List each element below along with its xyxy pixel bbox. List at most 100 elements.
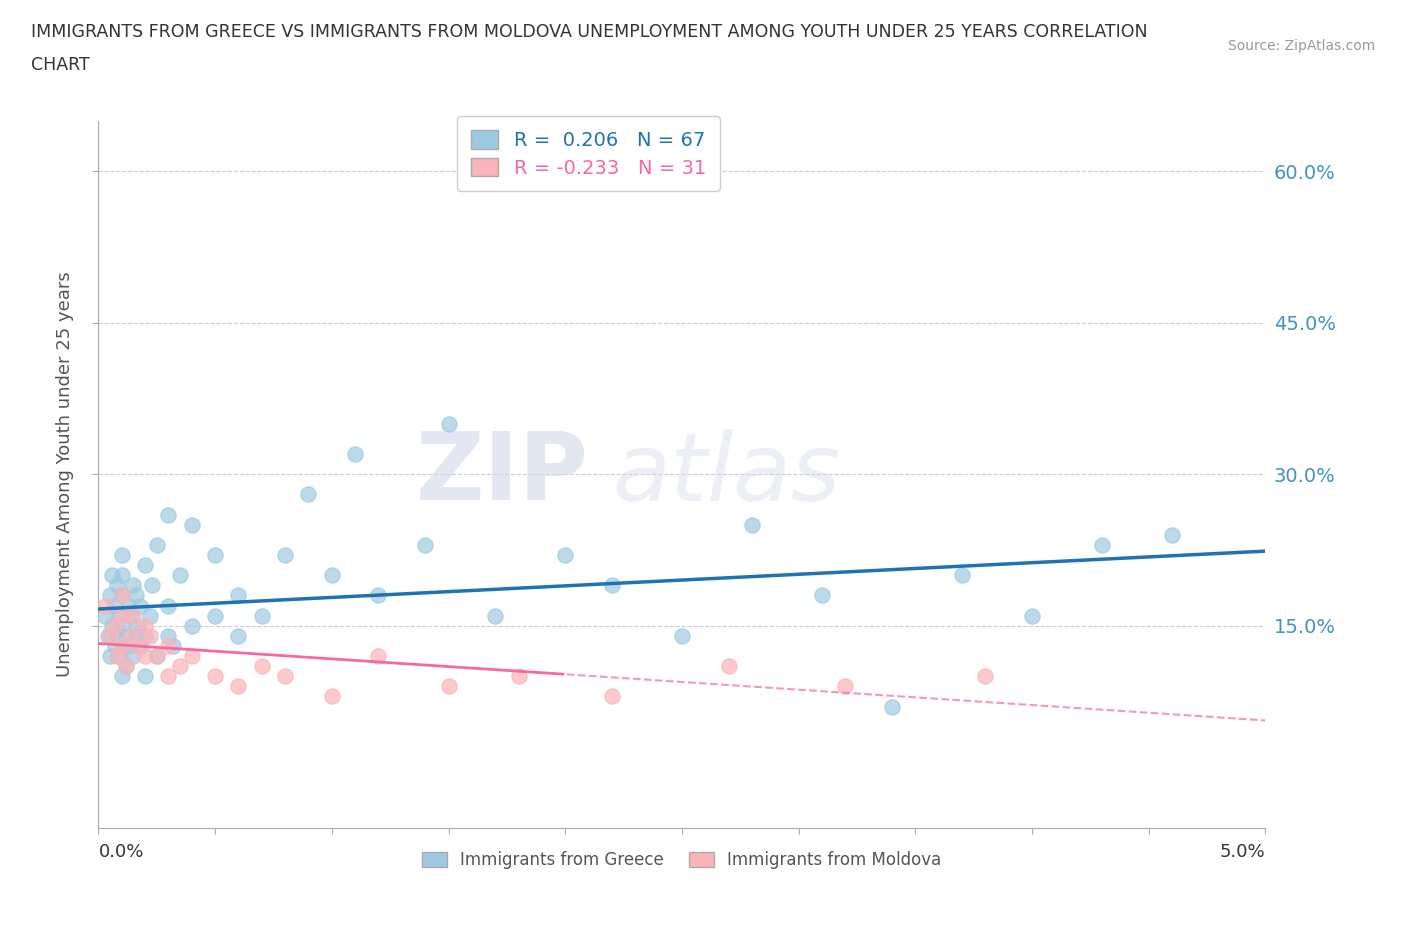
Point: [120, 629, 142, 644]
Point: [508, 669, 530, 684]
Point: [204, 608, 226, 623]
Point: [111, 669, 134, 684]
Point: [111, 588, 134, 603]
Point: [367, 648, 389, 663]
Point: [717, 658, 740, 673]
Point: [146, 648, 169, 663]
Point: [146, 538, 169, 552]
Point: [157, 629, 180, 644]
Point: [141, 578, 163, 592]
Point: [1161, 527, 1184, 542]
Point: [111, 548, 134, 563]
Point: [344, 446, 367, 461]
Point: [321, 689, 343, 704]
Point: [115, 629, 138, 644]
Text: Source: ZipAtlas.com: Source: ZipAtlas.com: [1227, 39, 1375, 53]
Point: [204, 669, 226, 684]
Point: [111, 588, 134, 603]
Point: [134, 669, 156, 684]
Point: [250, 608, 273, 623]
Text: 5.0%: 5.0%: [1220, 843, 1265, 861]
Point: [228, 679, 250, 694]
Point: [98, 629, 121, 644]
Point: [204, 548, 226, 563]
Text: atlas: atlas: [612, 429, 841, 520]
Point: [297, 487, 319, 502]
Point: [274, 669, 297, 684]
Point: [111, 639, 134, 654]
Point: [554, 548, 576, 563]
Point: [671, 629, 693, 644]
Point: [115, 658, 138, 673]
Point: [157, 669, 180, 684]
Point: [127, 618, 149, 633]
Point: [437, 679, 460, 694]
Text: 0.0%: 0.0%: [98, 843, 143, 861]
Text: CHART: CHART: [31, 56, 90, 73]
Point: [98, 588, 121, 603]
Point: [104, 618, 127, 633]
Point: [367, 588, 389, 603]
Point: [101, 618, 124, 633]
Point: [134, 648, 156, 663]
Point: [180, 517, 202, 532]
Point: [974, 669, 997, 684]
Point: [129, 598, 152, 613]
Point: [950, 568, 973, 583]
Point: [437, 417, 460, 432]
Point: [105, 578, 128, 592]
Point: [880, 699, 903, 714]
Point: [115, 658, 138, 673]
Point: [139, 629, 162, 644]
Y-axis label: Unemployment Among Youth under 25 years: Unemployment Among Youth under 25 years: [56, 272, 75, 677]
Point: [97, 629, 120, 644]
Point: [1021, 608, 1043, 623]
Point: [413, 538, 436, 552]
Point: [111, 568, 134, 583]
Point: [129, 639, 152, 654]
Point: [180, 648, 202, 663]
Point: [134, 558, 156, 573]
Point: [105, 629, 128, 644]
Point: [122, 608, 145, 623]
Point: [108, 608, 131, 623]
Point: [741, 517, 763, 532]
Point: [274, 548, 297, 563]
Point: [169, 658, 191, 673]
Point: [104, 639, 127, 654]
Point: [122, 578, 145, 592]
Point: [484, 608, 506, 623]
Point: [104, 598, 127, 613]
Point: [127, 639, 149, 654]
Legend: Immigrants from Greece, Immigrants from Moldova: Immigrants from Greece, Immigrants from …: [415, 844, 949, 876]
Point: [228, 629, 250, 644]
Point: [105, 648, 128, 663]
Point: [157, 639, 180, 654]
Text: ZIP: ZIP: [416, 429, 589, 520]
Point: [98, 648, 121, 663]
Point: [108, 648, 131, 663]
Point: [146, 648, 169, 663]
Point: [111, 608, 134, 623]
Point: [162, 639, 184, 654]
Point: [1091, 538, 1114, 552]
Point: [125, 588, 148, 603]
Point: [157, 598, 180, 613]
Point: [139, 608, 162, 623]
Point: [180, 618, 202, 633]
Point: [134, 618, 156, 633]
Point: [118, 598, 141, 613]
Point: [169, 568, 191, 583]
Point: [811, 588, 834, 603]
Point: [118, 639, 141, 654]
Point: [834, 679, 856, 694]
Point: [120, 608, 142, 623]
Text: IMMIGRANTS FROM GREECE VS IMMIGRANTS FROM MOLDOVA UNEMPLOYMENT AMONG YOUTH UNDER: IMMIGRANTS FROM GREECE VS IMMIGRANTS FRO…: [31, 23, 1147, 41]
Point: [321, 568, 343, 583]
Point: [250, 658, 273, 673]
Point: [111, 618, 134, 633]
Point: [134, 629, 156, 644]
Point: [94, 608, 117, 623]
Point: [125, 629, 148, 644]
Point: [101, 568, 124, 583]
